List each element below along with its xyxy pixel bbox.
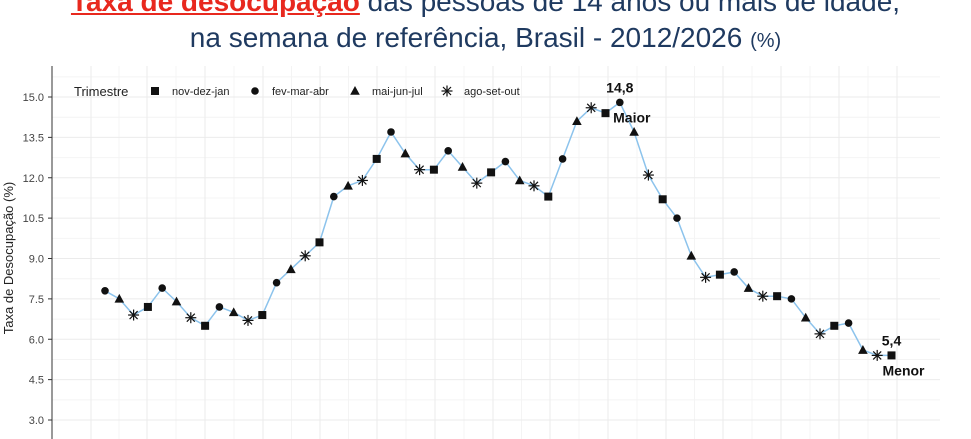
data-point [215, 303, 224, 311]
data-point [773, 292, 782, 301]
data-point [457, 161, 468, 171]
legend: Trimestre nov-dez-jan fev-mar-abr mai-jun-… [74, 84, 520, 99]
data-point [171, 296, 182, 306]
data-point [330, 192, 338, 201]
data-point [743, 283, 754, 292]
data-point [658, 195, 667, 204]
data-point [444, 147, 453, 155]
series-line [104, 101, 892, 357]
data-point [629, 126, 639, 136]
data-point [814, 328, 826, 340]
data-point [757, 290, 769, 302]
grid-minor [52, 66, 940, 439]
data-point [601, 109, 610, 118]
data-point [871, 349, 883, 361]
legend-title: Trimestre [74, 84, 128, 99]
chart-title-line1: Taxa de desocupação das pessoas de 14 an… [0, 0, 971, 18]
data-point [730, 268, 738, 276]
title-unit: (%) [750, 30, 782, 52]
data-point [715, 270, 724, 279]
legend-entry-label: ago-set-out [464, 86, 520, 98]
annotation-label: Menor [883, 362, 926, 378]
grid-major [52, 66, 940, 439]
data-point [528, 180, 540, 192]
data-point [258, 311, 267, 320]
data-point [686, 250, 697, 260]
data-point [185, 312, 197, 324]
data-point [143, 302, 152, 311]
data-point [616, 98, 624, 107]
legend-entry-label: fev-mar-abr [272, 86, 329, 98]
data-point [830, 321, 839, 330]
y-tick-label: 7.5 [29, 294, 44, 306]
data-point [372, 154, 381, 163]
y-tick-label: 12.0 [23, 173, 44, 185]
annotation-value: 5,4 [882, 332, 902, 348]
data-point [315, 238, 324, 247]
y-tick-label: 6.0 [29, 334, 44, 346]
legend-entry-label: nov-dez-jan [172, 86, 229, 98]
data-point [201, 321, 210, 330]
y-tick-label: 3.0 [29, 415, 44, 427]
annotation-label: Maior [613, 109, 651, 125]
data-point [228, 307, 239, 317]
data-point [585, 102, 597, 114]
legend-entry-label: mai-jun-jul [372, 86, 423, 98]
title-rest: das pessoas de 14 anos ou mais de idade, [359, 0, 901, 17]
data-point [242, 314, 254, 326]
legend-symbol [350, 86, 360, 95]
data-point [887, 351, 896, 360]
legend-symbol [151, 87, 159, 95]
data-point [128, 309, 140, 321]
y-axis-label: Taxa de Desocupação (%) [1, 182, 16, 334]
data-point [501, 157, 510, 166]
data-point [101, 287, 109, 295]
data-point [558, 155, 567, 163]
data-point [429, 165, 438, 174]
y-tick-label: 13.5 [23, 132, 44, 144]
data-point [114, 293, 125, 303]
data-point [487, 168, 496, 177]
data-point [286, 264, 296, 274]
title-line2: na semana de referência, Brasil - 2012/2… [189, 22, 743, 53]
data-point [844, 319, 853, 327]
y-tick-label: 9.0 [29, 254, 44, 266]
data-point [299, 250, 311, 262]
annotation-value: 14,8 [606, 79, 633, 95]
data-point [642, 169, 654, 181]
data-point [387, 128, 395, 136]
data-point [572, 116, 582, 126]
data-point [272, 278, 281, 287]
data-point [673, 214, 681, 222]
y-tick-label: 10.5 [23, 213, 44, 225]
y-tick-label: 4.5 [29, 375, 44, 387]
legend-symbol [441, 85, 453, 97]
data-point [514, 175, 525, 185]
title-highlight: Taxa de desocupação [70, 0, 360, 17]
data-point [343, 180, 353, 190]
data-point [414, 164, 426, 176]
annotations: 14,8 Maior 5,4 Menor [606, 79, 925, 378]
data-point [400, 148, 411, 158]
data-point [858, 345, 868, 354]
data-point [356, 174, 368, 186]
data-point [544, 192, 553, 201]
chart-title-line2: na semana de referência, Brasil - 2012/2… [0, 22, 971, 54]
data-point [471, 177, 483, 189]
data-point [800, 312, 811, 322]
data-point [158, 284, 166, 292]
y-tick-label: 15.0 [23, 92, 44, 104]
data-points [101, 98, 896, 361]
data-point [700, 271, 712, 283]
y-tick-labels: 3.0 4.5 6.0 7.5 9.0 10.5 12.0 13.5 15.0 [23, 92, 52, 427]
legend-symbol [251, 87, 259, 95]
data-point [787, 295, 796, 303]
